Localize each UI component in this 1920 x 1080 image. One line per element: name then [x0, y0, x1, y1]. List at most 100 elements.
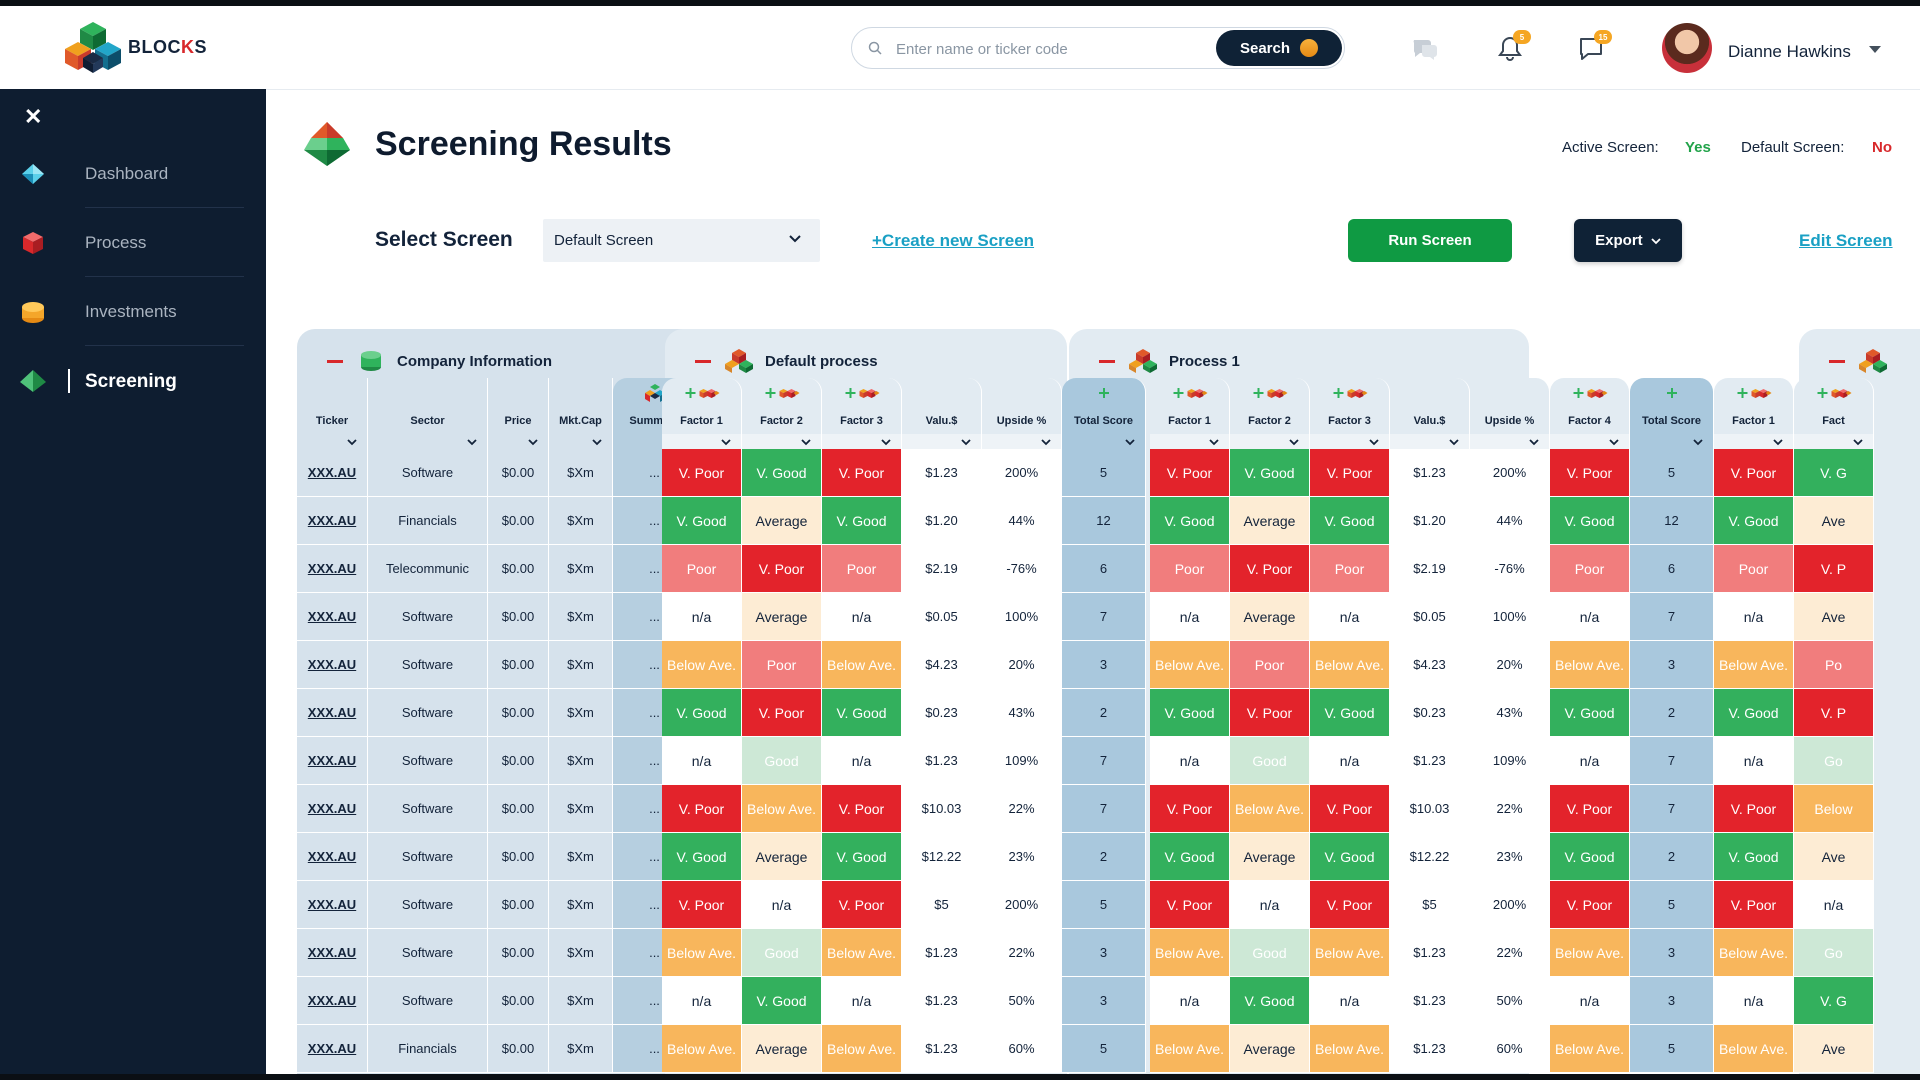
column-header[interactable]: Ticker [297, 378, 368, 434]
column-header[interactable]: Fact [1794, 378, 1874, 434]
column-header[interactable]: Factor 4 [1550, 378, 1630, 434]
messages-icon[interactable]: 15 [1578, 30, 1612, 62]
sidebar-item-label: Dashboard [85, 164, 169, 183]
rating-cell: V. Poor [1714, 881, 1794, 929]
add-factor-icon[interactable] [1098, 384, 1110, 402]
column-header[interactable]: Factor 1 [662, 378, 742, 434]
rating-cell: Poor [1550, 545, 1630, 593]
column-header[interactable]: Valu.$ [1390, 378, 1470, 434]
column-header[interactable]: Factor 1 [1714, 378, 1794, 434]
table-cell: 7 [1062, 737, 1146, 785]
close-sidebar-icon[interactable]: ✕ [24, 104, 43, 129]
table-group-header[interactable]: Process 1 [1069, 329, 1529, 393]
sidebar-item-process[interactable]: Process [0, 209, 266, 277]
table-cell: 22% [1470, 929, 1550, 977]
table-cell: $0.23 [1390, 689, 1470, 737]
sidebar-item-dashboard[interactable]: Dashboard [0, 140, 266, 208]
column-header-label: Factor 2 [760, 415, 803, 427]
collapse-group-icon[interactable] [1099, 359, 1115, 363]
column-header[interactable]: Factor 3 [1310, 378, 1390, 434]
table-cell: 2 [1062, 833, 1146, 881]
column-header[interactable]: Mkt.Cap [549, 378, 613, 434]
column-header[interactable]: Sector [368, 378, 488, 434]
rating-cell: Below Ave. [742, 785, 822, 833]
rating-cell: n/a [822, 593, 902, 641]
help-chat-icon[interactable] [1410, 34, 1438, 62]
add-factor-icon[interactable] [1172, 384, 1207, 402]
export-button-label: Export [1595, 232, 1643, 249]
column-header[interactable]: Factor 2 [1230, 378, 1310, 434]
chevron-down-icon [1041, 439, 1051, 446]
table-cell: 2 [1630, 689, 1714, 737]
rating-cell: V. P [1794, 689, 1874, 737]
divider [85, 345, 244, 346]
screen-select[interactable]: Default Screen [543, 219, 820, 262]
table-cell: 3 [1062, 929, 1146, 977]
add-factor-icon[interactable] [1332, 384, 1367, 402]
chevron-down-icon [881, 439, 891, 446]
search-button[interactable]: Search [1216, 30, 1342, 66]
column-header[interactable]: Total Score [1062, 378, 1146, 434]
rating-cell: V. Good [1310, 833, 1390, 881]
ticker-link[interactable]: XXX.AU [297, 641, 368, 689]
ticker-link[interactable]: XXX.AU [297, 497, 368, 545]
column-header[interactable]: Upside % [1470, 378, 1550, 434]
sidebar-item-investments[interactable]: Investments [0, 278, 266, 346]
sidebar-item-screening[interactable]: Screening [0, 347, 266, 415]
ticker-link[interactable]: XXX.AU [297, 593, 368, 641]
column-header[interactable]: Price [488, 378, 549, 434]
column-header[interactable]: Upside % [982, 378, 1062, 434]
column-header[interactable]: Total Score [1630, 378, 1714, 434]
ticker-link[interactable]: XXX.AU [297, 689, 368, 737]
collapse-group-icon[interactable] [327, 359, 343, 363]
ticker-link[interactable]: XXX.AU [297, 1025, 368, 1073]
add-factor-icon[interactable] [1572, 384, 1607, 402]
table-cell: Software [368, 833, 488, 881]
add-factor-icon[interactable] [764, 384, 799, 402]
column-header[interactable]: Factor 2 [742, 378, 822, 434]
user-menu-caret-icon[interactable] [1869, 46, 1881, 53]
add-factor-icon[interactable] [1736, 384, 1771, 402]
search-input[interactable] [894, 34, 1238, 64]
table-cell: -76% [1470, 545, 1550, 593]
rating-cell: Ave [1794, 497, 1874, 545]
rating-cell: V. Good [1230, 449, 1310, 497]
rating-cell: Below Ave. [1714, 641, 1794, 689]
table-group-header[interactable]: Company Information [297, 329, 737, 393]
ticker-link[interactable]: XXX.AU [297, 737, 368, 785]
table-group-header[interactable]: Default process [665, 329, 1067, 393]
collapse-group-icon[interactable] [1829, 359, 1845, 363]
run-screen-button[interactable]: Run Screen [1348, 219, 1512, 262]
ticker-link[interactable]: XXX.AU [297, 881, 368, 929]
default-screen-label: Default Screen: [1741, 139, 1845, 156]
table-group-header[interactable] [1799, 329, 1920, 393]
ticker-link[interactable]: XXX.AU [297, 977, 368, 1025]
table-cell: $1.20 [1390, 497, 1470, 545]
user-name[interactable]: Dianne Hawkins [1728, 42, 1851, 61]
column-header[interactable]: Valu.$ [902, 378, 982, 434]
add-factor-icon[interactable] [1252, 384, 1287, 402]
avatar[interactable] [1662, 23, 1712, 73]
rating-cell: Below Ave. [1310, 1025, 1390, 1073]
column-header[interactable]: Factor 3 [822, 378, 902, 434]
column-header-label: Mkt.Cap [559, 415, 602, 427]
collapse-group-icon[interactable] [695, 359, 711, 363]
column-header[interactable]: Factor 1 [1150, 378, 1230, 434]
ticker-link[interactable]: XXX.AU [297, 833, 368, 881]
add-factor-icon[interactable] [1666, 384, 1678, 402]
ticker-link[interactable]: XXX.AU [297, 449, 368, 497]
add-factor-icon[interactable] [844, 384, 879, 402]
ticker-link[interactable]: XXX.AU [297, 929, 368, 977]
export-button[interactable]: Export [1574, 219, 1682, 262]
ticker-link[interactable]: XXX.AU [297, 545, 368, 593]
blocks-logo[interactable]: BLOCKS [64, 18, 207, 76]
notifications-bell-icon[interactable]: 5 [1497, 30, 1531, 62]
add-factor-icon[interactable] [1816, 384, 1851, 402]
add-factor-icon[interactable] [684, 384, 719, 402]
create-new-screen-link[interactable]: +Create new Screen [872, 231, 1035, 250]
rating-cell: n/a [1230, 881, 1310, 929]
ticker-link[interactable]: XXX.AU [297, 785, 368, 833]
edit-screen-link[interactable]: Edit Screen [1799, 231, 1893, 250]
table-cell: $0.05 [1390, 593, 1470, 641]
table-cell: $5 [1390, 881, 1470, 929]
